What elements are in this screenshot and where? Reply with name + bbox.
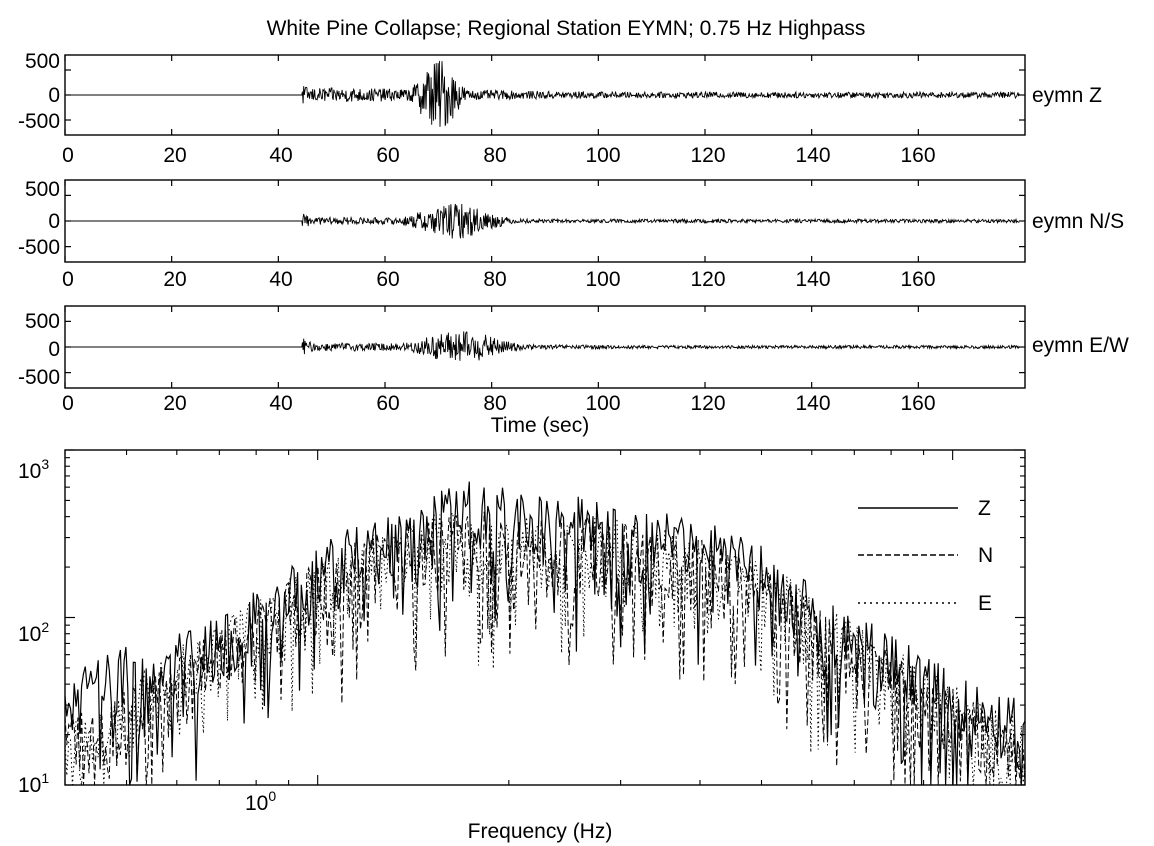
spectrum-ytick-label: 101 bbox=[18, 770, 49, 797]
panel-z-xtick-label: 140 bbox=[795, 144, 830, 167]
panel-ew-xtick-label: 80 bbox=[483, 392, 506, 415]
panel-ns-channel-label: eymn N/S bbox=[1032, 210, 1124, 233]
panel-ns-xtick-label: 160 bbox=[900, 268, 935, 291]
legend-label-e: E bbox=[978, 592, 992, 615]
spectrum-series-e bbox=[64, 511, 1026, 786]
panel-ew-xtick-label: 100 bbox=[585, 392, 620, 415]
panel-ew-channel-label: eymn E/W bbox=[1032, 334, 1129, 357]
panel-z-ytick-label: -500 bbox=[18, 110, 60, 133]
panel-z-xtick-label: 160 bbox=[900, 144, 935, 167]
frequency-axis-label: Frequency (Hz) bbox=[468, 820, 613, 843]
panel-ns-xtick-label: 0 bbox=[62, 268, 74, 291]
panel-ew-xtick-label: 0 bbox=[62, 392, 74, 415]
panel-ew-xtick-label: 160 bbox=[900, 392, 935, 415]
panel-ew-xtick-label: 20 bbox=[163, 392, 186, 415]
panel-z-ytick-label: 0 bbox=[48, 84, 60, 107]
panel-z-xtick-label: 20 bbox=[163, 144, 186, 167]
panel-ew-ytick-label: 0 bbox=[48, 338, 60, 361]
spectrum-legend: Z N E bbox=[858, 497, 993, 615]
seismogram-trace bbox=[65, 331, 1020, 361]
panel-ns-xtick-label: 40 bbox=[269, 268, 292, 291]
panel-ns-ytick-label: 500 bbox=[25, 178, 60, 201]
spectrum-series-z bbox=[64, 481, 1026, 786]
seismogram-panel-ew: 500 0 -500 0 20 40 60 80 100 120 140 160… bbox=[18, 305, 1129, 437]
panel-ns-xtick-label: 120 bbox=[690, 268, 725, 291]
panel-ew-ytick-label: -500 bbox=[18, 366, 60, 389]
panel-ew-xtick-label: 140 bbox=[795, 392, 830, 415]
panel-ew-xtick-label: 60 bbox=[376, 392, 399, 415]
panel-z-xtick-label: 120 bbox=[690, 144, 725, 167]
figure-title: White Pine Collapse; Regional Station EY… bbox=[267, 17, 866, 40]
panel-ew-xtick-label: 40 bbox=[269, 392, 292, 415]
panel-z-xtick-label: 40 bbox=[269, 144, 292, 167]
legend-label-z: Z bbox=[978, 497, 991, 520]
panel-z-ytick-label: 500 bbox=[25, 50, 60, 73]
panel-z-xtick-label: 100 bbox=[585, 144, 620, 167]
panel-z-xtick-label: 80 bbox=[483, 144, 506, 167]
spectrum-panel: 103 102 101 100 Frequency (Hz) Z N E bbox=[18, 449, 1026, 843]
panel-z-xtick-label: 60 bbox=[376, 144, 399, 167]
seismogram-panel-z: 500 0 -500 0 20 40 60 80 100 120 140 160… bbox=[18, 50, 1102, 167]
panel-ns-xtick-label: 140 bbox=[795, 268, 830, 291]
spectrum-frame bbox=[64, 449, 1026, 786]
chart-marks bbox=[64, 55, 1026, 786]
spectrum-ytick-label: 103 bbox=[18, 456, 49, 483]
time-axis-label: Time (sec) bbox=[491, 414, 589, 437]
spectrum-xtick-label: 100 bbox=[245, 788, 276, 815]
panel-z-xtick-label: 0 bbox=[62, 144, 74, 167]
panel-ns-xtick-label: 100 bbox=[585, 268, 620, 291]
panel-ns-xtick-label: 60 bbox=[376, 268, 399, 291]
spectrum-series-n bbox=[64, 511, 1026, 786]
panel-ew-xtick-label: 120 bbox=[690, 392, 725, 415]
panel-ns-xtick-label: 80 bbox=[483, 268, 506, 291]
spectrum-ytick-label: 102 bbox=[18, 619, 49, 646]
legend-label-n: N bbox=[978, 544, 993, 567]
seismogram-panel-ns: 500 0 -500 0 20 40 60 80 100 120 140 160… bbox=[18, 178, 1124, 291]
seismogram-trace bbox=[65, 203, 1020, 239]
seismogram-trace bbox=[65, 60, 1020, 127]
panel-z-channel-label: eymn Z bbox=[1032, 84, 1102, 107]
panel-ns-xtick-label: 20 bbox=[163, 268, 186, 291]
panel-ew-ytick-label: 500 bbox=[25, 310, 60, 333]
panel-ns-ytick-label: -500 bbox=[18, 236, 60, 259]
panel-ns-ytick-label: 0 bbox=[48, 210, 60, 233]
